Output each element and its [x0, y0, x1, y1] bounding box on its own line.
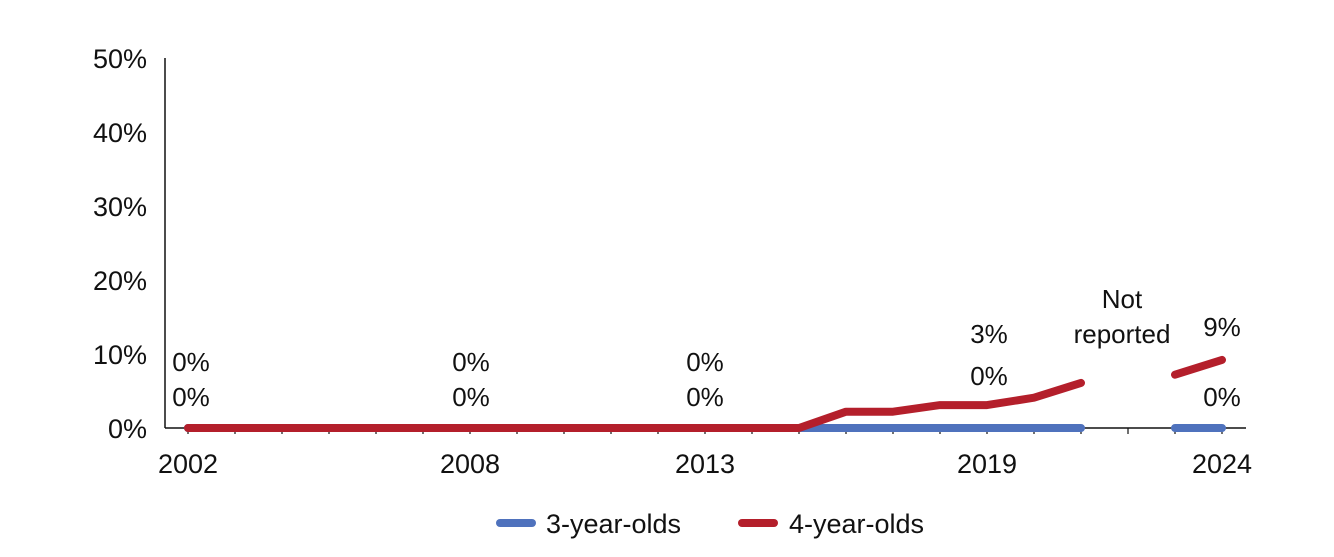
data-label: 3%: [970, 319, 1008, 349]
x-tick-label: 2024: [1192, 449, 1252, 479]
data-label: 0%: [686, 382, 724, 412]
data-label: Not: [1102, 284, 1143, 314]
data-label: 0%: [452, 347, 490, 377]
x-tick-label: 2013: [675, 449, 735, 479]
data-label: reported: [1074, 319, 1171, 349]
x-tick-label: 2002: [158, 449, 218, 479]
data-label: 0%: [970, 361, 1008, 391]
data-label: 0%: [686, 347, 724, 377]
y-tick-label: 0%: [108, 414, 147, 444]
data-label: 0%: [172, 347, 210, 377]
y-tick-label: 50%: [93, 44, 147, 74]
data-label: 0%: [1203, 382, 1241, 412]
series-lines: [184, 355, 1226, 432]
y-tick-label: 30%: [93, 192, 147, 222]
y-tick-label: 40%: [93, 118, 147, 148]
x-tick-label: 2008: [440, 449, 500, 479]
data-label: 0%: [172, 382, 210, 412]
data-labels: 0% 0% 0% 0% 0% 0% 3% 0% Not reported 9% 0%: [172, 284, 1241, 412]
x-tick-label: 2019: [957, 449, 1017, 479]
x-tick-labels: 2002 2008 2013 2019 2024: [158, 449, 1252, 479]
data-label: 0%: [452, 382, 490, 412]
data-label: 9%: [1203, 312, 1241, 342]
legend-label-3-year-olds: 3-year-olds: [546, 509, 681, 539]
legend: 3-year-olds 4-year-olds: [496, 509, 924, 539]
y-tick-label: 20%: [93, 266, 147, 296]
series-line-4-year-olds: [184, 355, 1226, 432]
y-tick-labels: 0% 10% 20% 30% 40% 50%: [93, 44, 147, 444]
y-tick-label: 10%: [93, 340, 147, 370]
legend-label-4-year-olds: 4-year-olds: [789, 509, 924, 539]
